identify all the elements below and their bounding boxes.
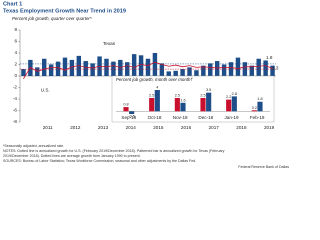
- bar: [221, 64, 227, 76]
- x-tick-label: 2016: [181, 125, 192, 130]
- y-tick-label: -6: [13, 108, 18, 113]
- x-tick-label: 2011: [43, 125, 53, 130]
- inset-value-label: 2.5: [200, 94, 205, 98]
- bar: [263, 60, 268, 76]
- inset-bar: [149, 98, 155, 112]
- bar: [166, 71, 171, 76]
- bar: [159, 63, 165, 76]
- inset-bar: [129, 111, 135, 114]
- inset-value-label: 4: [156, 86, 158, 90]
- bar: [208, 63, 213, 76]
- bar: [235, 57, 241, 76]
- bar: [138, 55, 144, 76]
- bar: [62, 57, 68, 76]
- series-label: U.S.: [41, 88, 50, 93]
- note: 2019/December 2018). Dotted lines are av…: [3, 154, 141, 158]
- bar: [145, 58, 151, 76]
- bar: [270, 65, 275, 76]
- inset-value-label: 2.5: [175, 94, 180, 98]
- bar: [187, 67, 192, 76]
- x-tick-label: 2015: [153, 125, 164, 130]
- x-tick-label: 2014: [126, 125, 137, 130]
- y-tick-label: 2: [14, 62, 17, 67]
- y-tick-label: 0: [14, 73, 17, 78]
- bar: [125, 62, 130, 76]
- inset-bar: [257, 101, 263, 112]
- note: SOURCES: Bureau of Labor Statistics; Tex…: [3, 159, 196, 163]
- y-tick-label: 4: [14, 50, 17, 55]
- bar: [249, 65, 254, 76]
- x-tick-label: 2019: [264, 125, 275, 130]
- line: [23, 61, 273, 80]
- bar: [42, 58, 47, 76]
- inset-value-label: 0.8: [123, 103, 128, 107]
- inset-bar: [180, 102, 186, 112]
- chart: Chart 1 Texas Employment Growth Near Tre…: [3, 1, 289, 169]
- chart-title: Texas Employment Growth Near Trend in 20…: [3, 8, 126, 14]
- inset-value-label: 2.8: [232, 92, 237, 96]
- inset-bar: [226, 99, 232, 112]
- bar: [180, 69, 185, 76]
- bar: [21, 69, 26, 76]
- inset-value-label: -0.5: [128, 115, 135, 119]
- inset-bar: [206, 92, 212, 112]
- note: NOTES: Dotted line is annualized growth …: [3, 149, 225, 153]
- y-tick-label: -4: [13, 96, 18, 101]
- x-tick-label: 2012: [70, 125, 81, 130]
- inset-x-label: Dec-18: [198, 115, 213, 120]
- bar: [69, 59, 75, 76]
- bar: [256, 58, 261, 76]
- y-tick-label: 8: [14, 27, 17, 32]
- inset-value-label: 2.2: [226, 95, 231, 99]
- bar: [111, 61, 116, 76]
- inset-title: Percent job growth, month over month†: [116, 77, 193, 82]
- inset-value-label: 1.6: [180, 98, 185, 102]
- y-tick-label: -2: [13, 85, 18, 90]
- inset-value-label: 3.5: [206, 88, 211, 92]
- x-tick-label: 2018: [236, 125, 247, 130]
- y-tick-label: -8: [13, 119, 18, 124]
- bar: [118, 59, 123, 76]
- bar: [48, 64, 54, 76]
- inset-value-label: 2.5: [149, 94, 154, 98]
- bar: [173, 70, 178, 76]
- y-tick-label: 6: [14, 39, 17, 44]
- bar: [55, 61, 61, 76]
- inset-bar: [200, 98, 206, 112]
- inset-x-label: Oct-18: [148, 115, 162, 120]
- inset-box: [111, 75, 275, 123]
- bar: [242, 62, 248, 76]
- inset-x-label: Feb-19: [250, 115, 265, 120]
- annualized-label: 1.8: [266, 55, 273, 60]
- bar: [104, 58, 109, 76]
- note: *Seasonally adjusted, annualized rate.: [3, 144, 64, 148]
- chart-subtitle: Percent job growth, quarter over quarter…: [12, 16, 92, 21]
- x-tick-label: 2013: [98, 125, 109, 130]
- inset-x-label: Jan-19: [224, 115, 238, 120]
- inset-bar: [231, 96, 237, 112]
- chart-label: Chart 1: [3, 1, 22, 7]
- bar: [201, 65, 206, 76]
- inset-bar: [154, 90, 160, 112]
- inset-bar: [251, 110, 257, 112]
- series-label: Texas: [103, 41, 116, 46]
- annualized-label: 1.3: [272, 66, 279, 71]
- inset-value-label: 1.8: [257, 97, 262, 101]
- bar: [214, 61, 220, 76]
- source-credit: Federal Reserve Bank of Dallas: [238, 165, 289, 169]
- inset-bar: [174, 98, 180, 112]
- inset-x-label: Sep-18: [121, 115, 136, 120]
- bar: [194, 70, 199, 76]
- bar: [83, 61, 88, 76]
- inset-x-label: Nov-18: [173, 115, 188, 120]
- x-tick-label: 2017: [209, 125, 220, 130]
- inset-value-label: 0.2: [252, 106, 257, 110]
- inset-bar: [123, 107, 129, 112]
- bar: [90, 63, 95, 76]
- bar: [131, 54, 137, 76]
- bar: [152, 53, 158, 76]
